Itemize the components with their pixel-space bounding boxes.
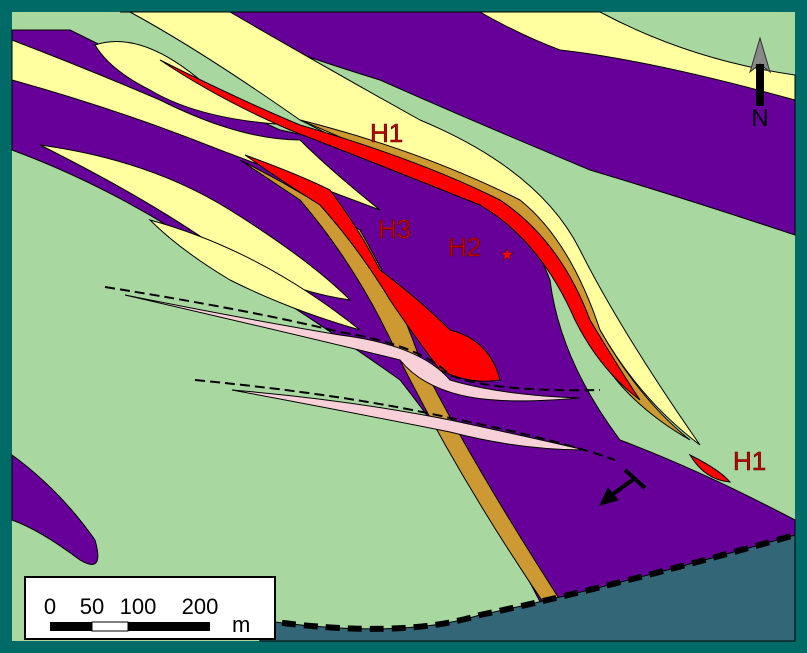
h2-star: ★: [500, 247, 514, 264]
scale-tick: 200: [182, 594, 219, 619]
scale-tick: 100: [120, 594, 157, 619]
h3-label: H3: [378, 214, 411, 244]
geology: [12, 12, 795, 641]
map: H1 H3 H2 ★ H1 N 0 50 100 200 m: [0, 0, 807, 653]
h1-label: H1: [370, 118, 403, 148]
h2-label: H2: [448, 232, 481, 262]
scale-tick: 0: [44, 594, 56, 619]
scale-unit: m: [232, 612, 250, 637]
north-label: N: [751, 105, 768, 132]
scale-tick: 50: [80, 594, 104, 619]
scale-bar: 0 50 100 200 m: [25, 577, 275, 639]
h1-label: H1: [733, 446, 766, 476]
